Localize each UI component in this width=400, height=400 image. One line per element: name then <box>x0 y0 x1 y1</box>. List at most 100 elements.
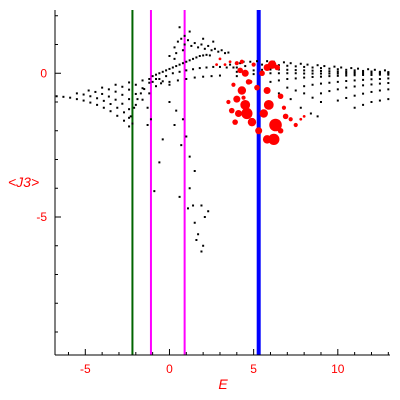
x-tick-label: 10 <box>331 362 345 376</box>
black-point <box>200 43 203 46</box>
black-point <box>114 90 117 93</box>
black-point <box>303 85 306 88</box>
black-point <box>277 64 280 67</box>
black-point <box>69 96 72 99</box>
black-point <box>340 66 343 69</box>
black-point <box>350 67 353 70</box>
black-point <box>153 190 156 193</box>
black-point <box>345 86 348 89</box>
black-point <box>362 71 365 74</box>
black-point <box>202 37 205 40</box>
black-point <box>387 77 390 80</box>
black-point <box>55 95 58 98</box>
black-point <box>183 43 186 46</box>
black-point <box>213 47 216 50</box>
red-point <box>247 117 257 127</box>
black-point <box>114 98 117 101</box>
black-point <box>136 98 139 101</box>
black-point <box>181 118 184 121</box>
black-point <box>202 75 205 78</box>
black-points <box>55 26 390 253</box>
red-point <box>226 99 231 105</box>
black-point <box>261 63 264 66</box>
black-point <box>294 89 297 92</box>
black-point <box>289 62 292 65</box>
black-point <box>269 72 272 75</box>
black-point <box>205 53 208 56</box>
black-point <box>218 65 221 68</box>
black-point <box>151 75 154 78</box>
black-point <box>336 74 339 77</box>
black-point <box>266 60 269 63</box>
black-point <box>128 88 131 91</box>
black-point <box>161 138 164 141</box>
red-point <box>215 63 219 67</box>
black-point <box>181 62 184 65</box>
black-point <box>303 76 306 79</box>
tick-marks <box>55 15 389 355</box>
black-point <box>239 62 242 65</box>
black-point <box>185 135 188 138</box>
black-point <box>134 83 137 86</box>
black-point <box>185 69 188 72</box>
black-point <box>158 72 161 75</box>
black-point <box>311 69 314 72</box>
black-point <box>198 55 201 57</box>
black-point <box>131 122 134 125</box>
black-point <box>303 69 306 72</box>
black-point <box>353 69 356 72</box>
black-point <box>294 72 297 75</box>
red-point <box>240 99 251 110</box>
red-point <box>237 67 243 74</box>
black-point <box>128 125 131 128</box>
red-point <box>277 127 284 134</box>
black-point <box>121 93 124 96</box>
red-point <box>233 95 241 103</box>
black-point <box>336 68 339 71</box>
red-point <box>277 93 284 100</box>
black-point <box>353 71 356 74</box>
black-point <box>336 88 339 91</box>
black-point <box>362 103 365 106</box>
red-point <box>223 63 227 67</box>
x-tick-label: -5 <box>80 362 91 376</box>
black-point <box>207 210 210 213</box>
red-point <box>262 135 272 144</box>
black-point <box>319 75 322 78</box>
black-point <box>225 66 228 69</box>
black-point <box>193 76 196 79</box>
red-point <box>274 64 281 71</box>
black-point <box>89 95 92 98</box>
black-point <box>89 101 92 104</box>
black-point <box>139 92 142 95</box>
black-point <box>227 51 230 54</box>
black-point <box>277 92 280 95</box>
black-point <box>175 109 178 112</box>
black-point <box>328 72 331 75</box>
red-point <box>263 99 274 110</box>
black-point <box>286 68 289 71</box>
red-point <box>299 117 303 121</box>
black-point <box>102 99 105 102</box>
black-point <box>155 85 158 88</box>
black-point <box>149 118 152 121</box>
black-point <box>207 44 210 47</box>
black-point <box>128 98 131 101</box>
black-point <box>128 116 131 119</box>
black-point <box>269 68 272 71</box>
black-point <box>181 49 184 52</box>
black-point <box>294 65 297 68</box>
red-point <box>237 86 247 95</box>
black-point <box>176 40 179 43</box>
black-point <box>269 80 272 83</box>
black-point <box>345 70 348 73</box>
black-point <box>133 106 136 109</box>
black-point <box>175 65 178 68</box>
vertical-lines <box>131 10 261 355</box>
black-point <box>87 89 90 92</box>
red-point <box>218 57 222 61</box>
black-point <box>362 72 365 75</box>
black-point <box>303 92 306 95</box>
black-point <box>370 90 373 93</box>
